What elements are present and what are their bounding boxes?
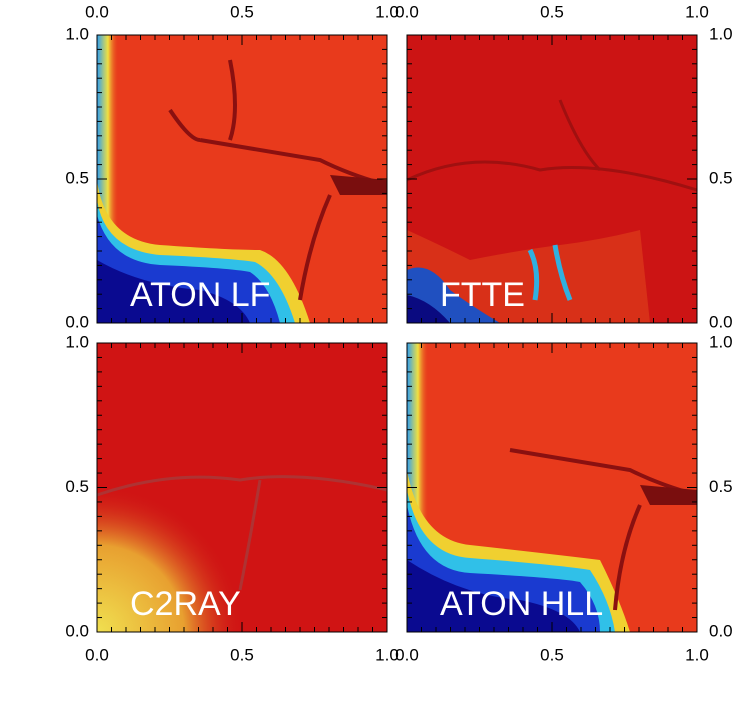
panel-title: ATON LF <box>130 276 270 314</box>
panel-title: ATON HLL <box>440 585 603 623</box>
x-tick-label: 0.0 <box>85 2 109 21</box>
image-c2ray <box>96 343 388 632</box>
x-tick-label: 0.5 <box>230 2 254 21</box>
x-tick-label: 0.5 <box>230 645 254 664</box>
x-tick-label: 0.0 <box>395 2 419 21</box>
image-aton-lf <box>97 35 388 323</box>
image-aton-hll <box>407 343 698 632</box>
x-tick-label: 0.0 <box>85 645 109 664</box>
y-tick-label: 0.0 <box>65 312 89 331</box>
y-tick-label: 0.0 <box>709 312 733 331</box>
x-tick-label: 0.5 <box>540 2 564 21</box>
y-tick-label: 0.0 <box>65 621 89 640</box>
y-tick-label: 0.0 <box>709 621 733 640</box>
y-tick-label: 1.0 <box>65 332 89 351</box>
x-tick-label: 1.0 <box>685 645 709 664</box>
image-ftte <box>406 35 698 323</box>
y-tick-label: 0.5 <box>709 477 733 496</box>
y-tick-label: 1.0 <box>709 24 733 43</box>
x-tick-label: 1.0 <box>375 645 399 664</box>
x-tick-label: 1.0 <box>685 2 709 21</box>
x-tick-label: 0.0 <box>395 645 419 664</box>
x-tick-label: 0.5 <box>540 645 564 664</box>
y-tick-label: 1.0 <box>65 24 89 43</box>
x-tick-label: 1.0 <box>375 2 399 21</box>
y-tick-label: 0.5 <box>709 168 733 187</box>
y-tick-label: 0.5 <box>65 477 89 496</box>
panel-title: C2RAY <box>130 585 241 623</box>
y-tick-label: 0.5 <box>65 168 89 187</box>
panel-title: FTTE <box>440 276 525 314</box>
y-tick-label: 1.0 <box>709 332 733 351</box>
